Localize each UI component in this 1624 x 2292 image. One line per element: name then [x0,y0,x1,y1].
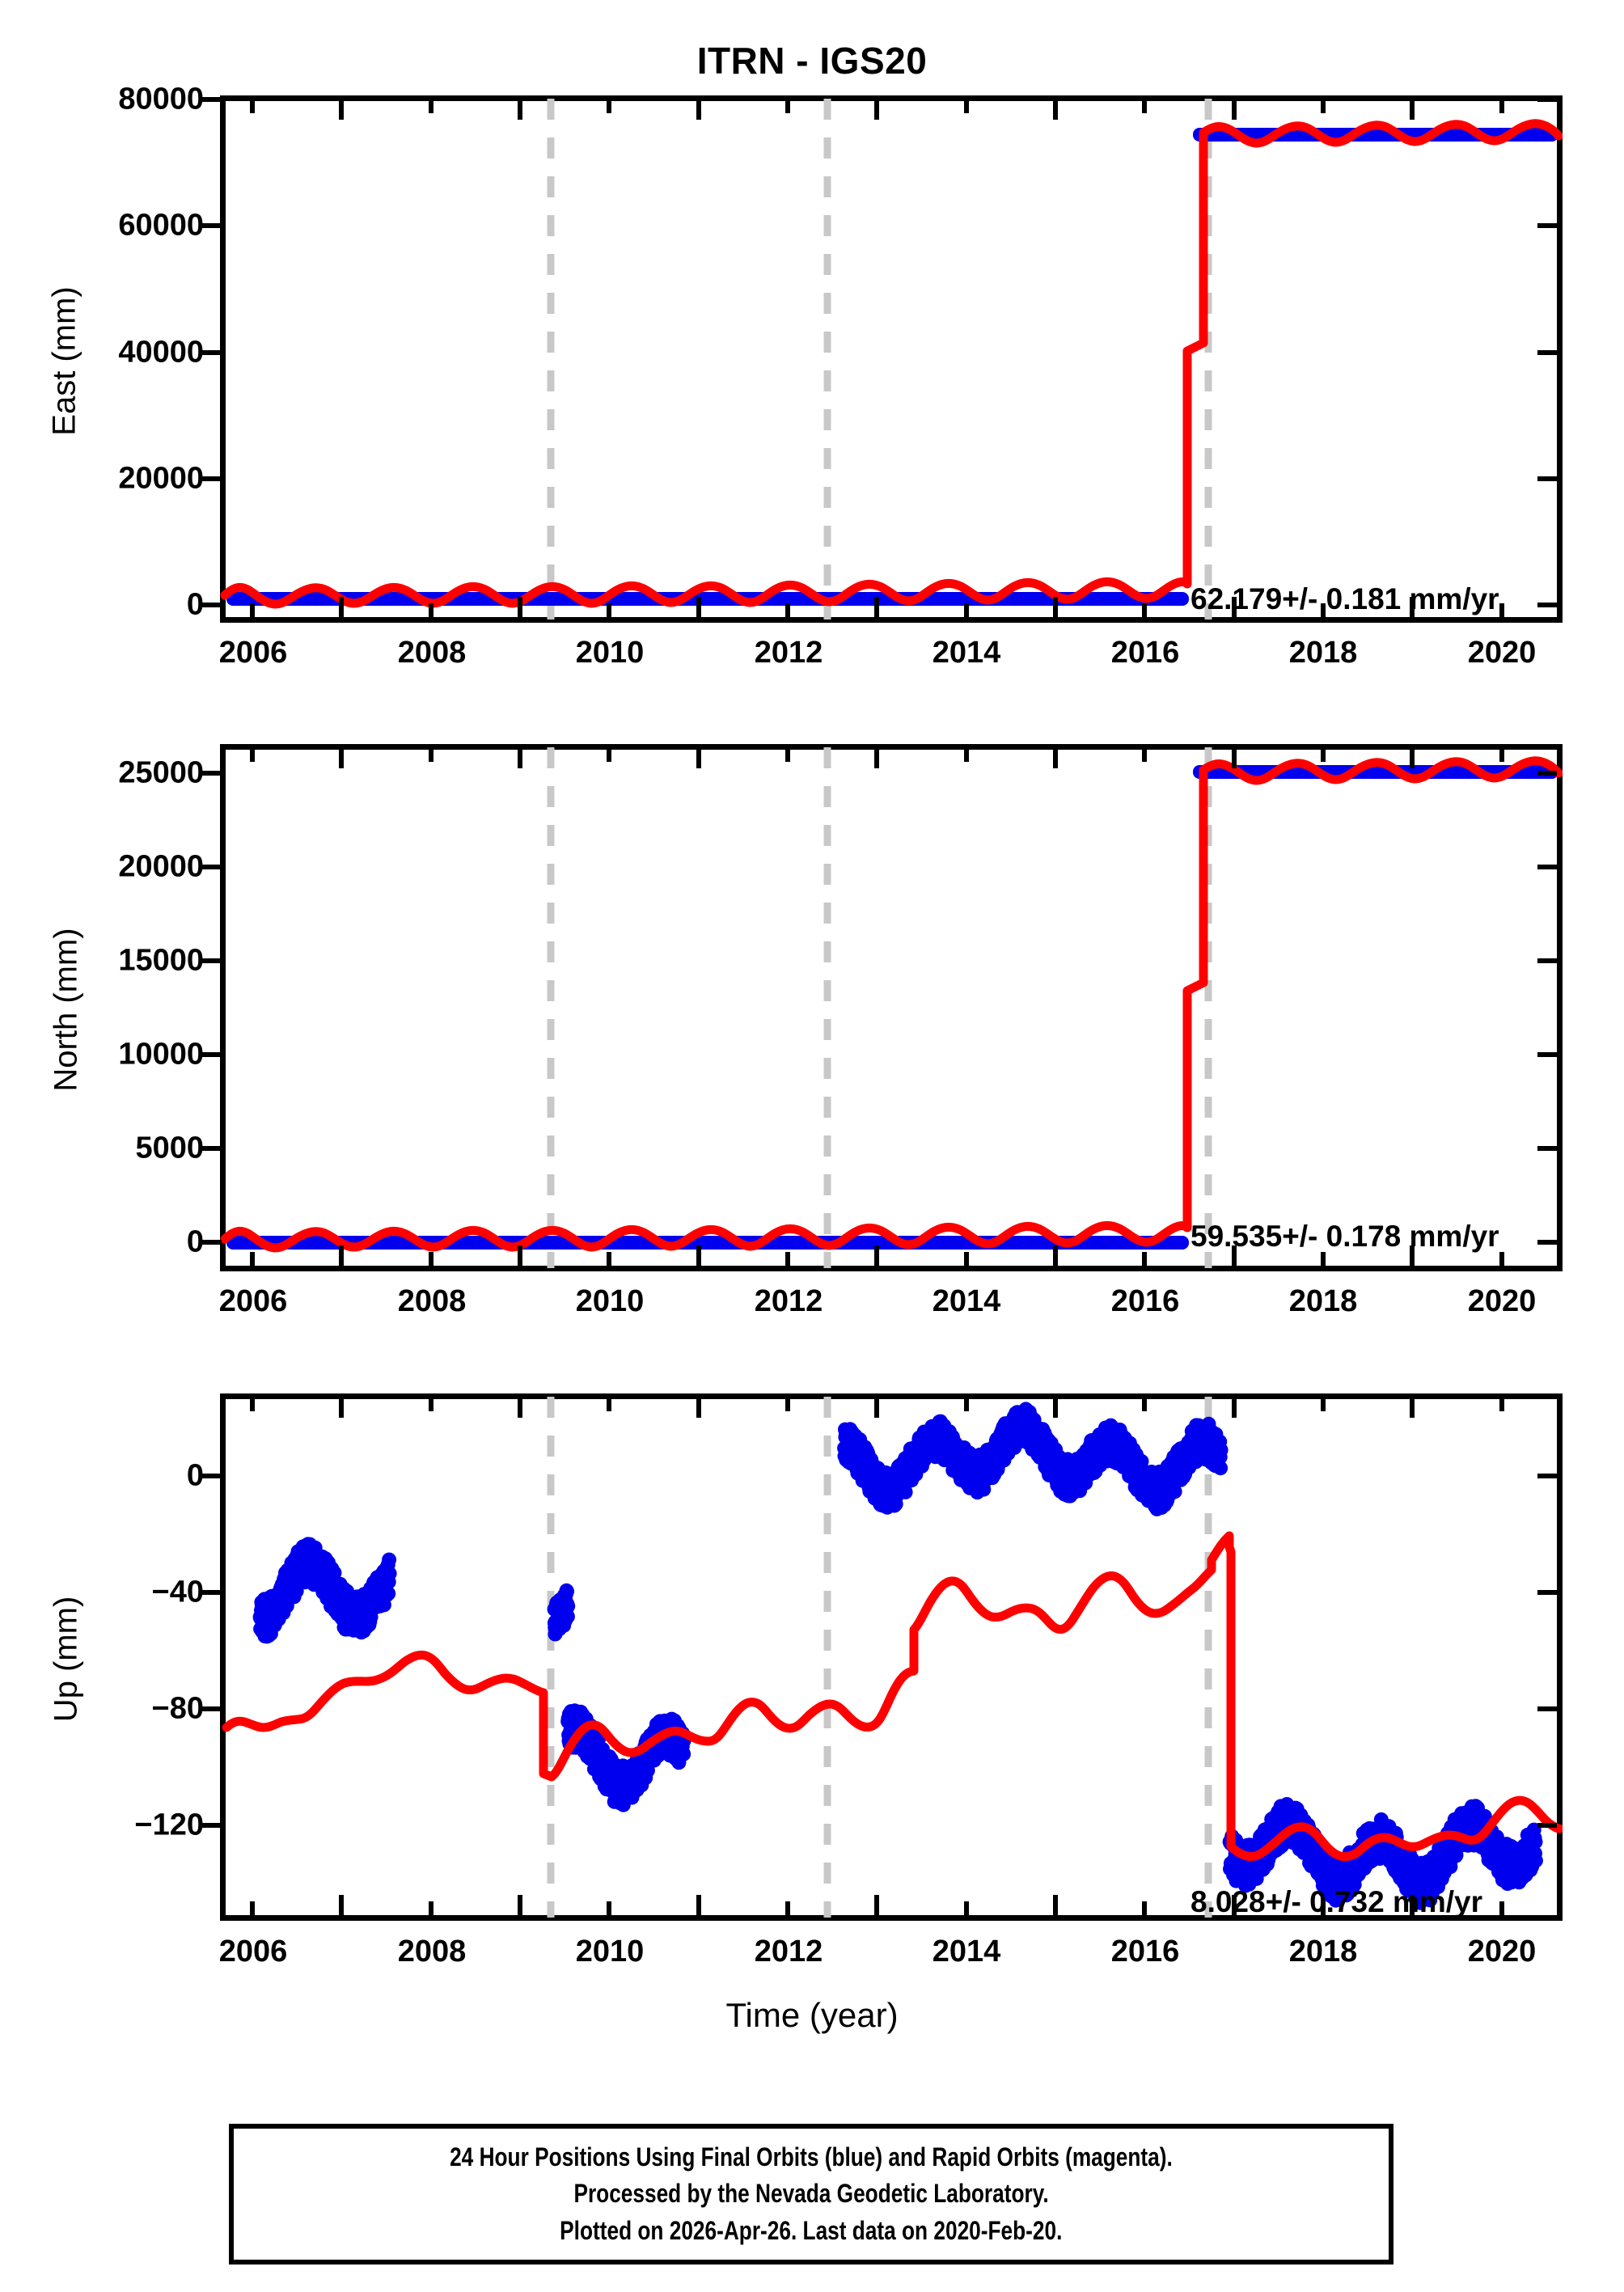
xtick-east-2012: 2012 [754,636,823,670]
xtick-north-2018: 2018 [1288,1284,1358,1318]
xtick-east-2016: 2016 [1110,636,1180,670]
ytick-north-5: 25000 [118,755,204,790]
ytick-up-3: −120 [134,1808,204,1842]
xtick-east-2018: 2018 [1288,636,1358,670]
xtick-east-2008: 2008 [397,636,467,670]
xtick-north-2020: 2020 [1467,1284,1537,1318]
offset-marker-lines [547,1397,1212,1918]
model-line-north [220,756,1563,1253]
model-line-east [220,119,1563,609]
y-axis-label-up: Up (mm) [48,1596,84,1723]
xtick-east-2010: 2010 [575,636,645,670]
caption-line-2: Processed by the Nevada Geodetic Laborat… [573,2179,1049,2209]
y-axis-ticks-east [1537,97,1557,607]
xtick-east-2006: 2006 [218,636,288,670]
xtick-up-2008: 2008 [397,1935,467,1968]
caption-line-3: Plotted on 2026-Apr-26. Last data on 202… [560,2215,1063,2245]
x-axis-ticks-east [250,597,1504,620]
offset-marker-lines [547,747,1212,1268]
panel-north: 25000 20000 15000 10000 5000 0 59.535+/-… [118,744,1563,1271]
ytick-north-3: 15000 [118,943,204,978]
x-axis-ticks-north [250,1245,1504,1268]
xtick-up-2020: 2020 [1467,1935,1537,1968]
y-axis-label-east: East (mm) [46,286,82,436]
model-line-up [222,1531,1563,1862]
xtick-up-2016: 2016 [1110,1935,1180,1968]
xtick-north-2008: 2008 [397,1284,467,1318]
ytick-up-0: 0 [186,1458,204,1493]
ytick-east-4: 80000 [118,82,204,116]
rate-annotation-east: 62.179+/- 0.181 mm/yr [1191,582,1499,615]
y-axis-ticks-up [1537,1474,1557,1828]
rate-annotation-up: 8.028+/- 0.732 mm/yr [1191,1885,1483,1918]
ytick-east-2: 40000 [118,335,204,370]
x-axis-ticks-top-up [250,1397,1504,1418]
xtick-north-2006: 2006 [218,1284,288,1318]
ytick-east-3: 60000 [118,208,204,243]
ytick-north-1: 5000 [135,1131,204,1165]
ytick-north-0: 0 [186,1224,204,1259]
panel-up: 0 −40 −80 −120 8.028+/- 0.732 mm/yr [134,1393,1563,1921]
x-axis-ticks-top-north [250,747,1504,768]
ytick-north-4: 20000 [118,849,204,884]
xtick-up-2006: 2006 [218,1935,288,1968]
offset-marker-lines [547,99,1212,620]
xtick-east-2014: 2014 [932,636,1001,670]
x-axis-ticks-top-east [250,99,1504,120]
ytick-up-1: −40 [151,1575,204,1609]
xtick-up-2018: 2018 [1288,1935,1358,1968]
xtick-up-2012: 2012 [754,1935,823,1968]
ytick-east-1: 20000 [118,461,204,496]
xtick-north-2010: 2010 [575,1284,645,1318]
ytick-north-2: 10000 [118,1037,204,1072]
data-points-up [252,1402,1543,1910]
xtick-north-2014: 2014 [932,1284,1001,1318]
panel-east: 80000 60000 40000 20000 0 62.179+/- 0.18… [118,82,1563,623]
caption-box: 24 Hour Positions Using Final Orbits (bl… [229,2124,1394,2265]
xtick-up-2010: 2010 [575,1935,645,1968]
rate-annotation-north: 59.535+/- 0.178 mm/yr [1191,1220,1499,1253]
ytick-up-2: −80 [151,1691,204,1726]
xtick-up-2014: 2014 [932,1935,1001,1968]
x-axis-ticks-up [250,1895,1504,1918]
xtick-north-2012: 2012 [754,1284,823,1318]
data-points-east [226,128,1558,606]
caption-line-1: 24 Hour Positions Using Final Orbits (bl… [450,2142,1173,2171]
xtick-east-2020: 2020 [1467,636,1537,670]
y-axis-label-north: North (mm) [48,928,84,1092]
y-axis-ticks-north [1537,771,1557,1245]
data-points-north [226,765,1558,1250]
ytick-east-0: 0 [186,587,204,622]
xtick-north-2016: 2016 [1110,1284,1180,1318]
page-title: ITRN - IGS20 [696,40,928,82]
x-axis-title: Time (year) [725,1996,899,2034]
